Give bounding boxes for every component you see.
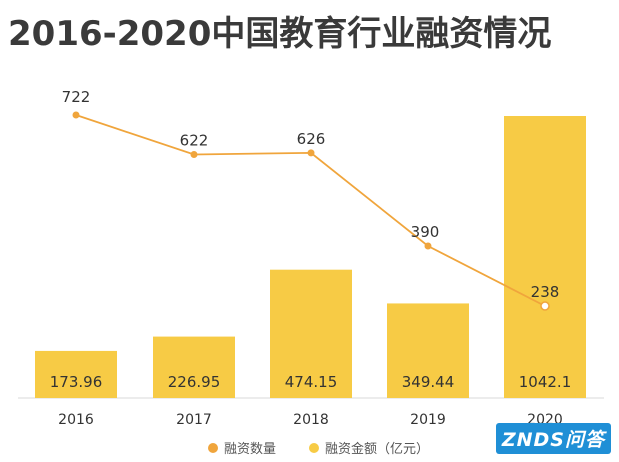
line-point-2019 bbox=[424, 242, 432, 250]
chart-title: 2016-2020中国教育行业融资情况 bbox=[8, 14, 552, 54]
watermark-text: ZNDS问答 bbox=[501, 429, 605, 451]
line-value-label-2016: 722 bbox=[62, 88, 91, 106]
watermark-logo: ZNDS问答 bbox=[495, 423, 611, 454]
x-tick-label-2019: 2019 bbox=[410, 412, 446, 428]
bar-2017 bbox=[153, 336, 235, 398]
line-value-label-2018: 626 bbox=[297, 130, 326, 148]
bar-value-label-2017: 226.95 bbox=[168, 373, 221, 391]
line-value-label-2017: 622 bbox=[180, 131, 209, 149]
x-tick-label-2018: 2018 bbox=[293, 412, 329, 428]
line-point-2016 bbox=[72, 111, 80, 119]
bar-value-label-2016: 173.96 bbox=[50, 373, 103, 391]
line-point-2018 bbox=[307, 149, 315, 157]
line-point-2020 bbox=[540, 301, 550, 311]
bar-2018 bbox=[270, 269, 352, 398]
line-point-2017 bbox=[190, 150, 198, 158]
x-tick-label-2017: 2017 bbox=[176, 412, 212, 428]
legend-label-count: 融资数量 bbox=[224, 442, 276, 457]
bar-2020 bbox=[504, 116, 586, 398]
bar-2016 bbox=[35, 350, 117, 398]
bar-value-label-2018: 474.15 bbox=[285, 373, 338, 391]
line-value-label-2020: 238 bbox=[531, 283, 560, 301]
legend-label-amount: 融资金额（亿元） bbox=[325, 441, 429, 457]
x-tick-label-2016: 2016 bbox=[58, 412, 94, 428]
legend-marker-amount bbox=[309, 443, 319, 453]
legend-marker-count bbox=[208, 443, 218, 453]
bar-value-label-2020: 1042.1 bbox=[519, 373, 572, 391]
bar-2019 bbox=[387, 303, 469, 398]
line-value-label-2019: 390 bbox=[411, 223, 440, 241]
bar-value-label-2019: 349.44 bbox=[402, 373, 455, 391]
